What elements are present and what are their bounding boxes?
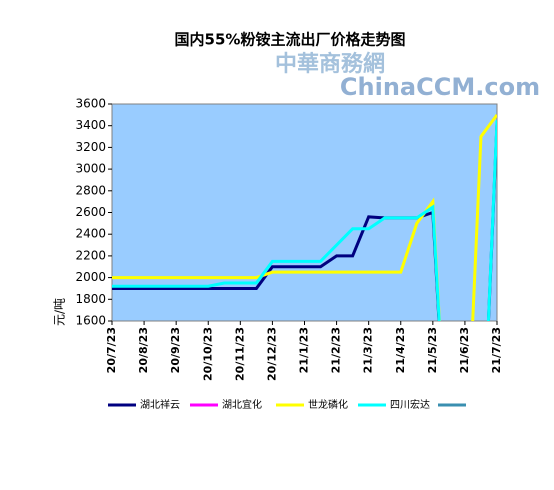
y-tick-label: 3000 — [75, 162, 106, 176]
x-tick-label: 21/2/23 — [330, 327, 343, 373]
legend-label: 湖北祥云 — [140, 398, 180, 411]
y-tick-label: 2600 — [75, 205, 106, 219]
x-tick-label: 21/1/23 — [298, 327, 311, 373]
y-tick-label: 3400 — [75, 118, 106, 132]
series-line — [112, 120, 497, 321]
y-axis-label: 元/吨 — [53, 298, 67, 326]
x-tick-label: 20/8/23 — [137, 327, 150, 373]
x-tick-label: 21/3/23 — [362, 327, 375, 373]
y-tick-label: 2800 — [75, 183, 106, 197]
x-tick-label: 20/11/23 — [233, 327, 246, 381]
series-line — [112, 113, 497, 321]
y-tick-label: 2200 — [75, 248, 106, 262]
y-tick-label: 3200 — [75, 140, 106, 154]
x-tick-label: 20/10/23 — [201, 327, 214, 381]
x-tick-label: 21/4/23 — [394, 327, 407, 373]
legend-label: 四川宏达 — [390, 398, 430, 411]
watermark: 中華商務網 — [275, 51, 385, 77]
legend-label: 湖北宜化 — [222, 398, 262, 411]
x-tick-label: 20/7/23 — [105, 327, 118, 373]
chart-title: 国内55%粉铵主流出厂价格走势图 — [175, 31, 406, 49]
y-tick-label: 3600 — [75, 97, 106, 111]
x-tick-label: 20/9/23 — [169, 327, 182, 373]
y-tick-label: 1600 — [75, 314, 106, 328]
series-group — [112, 113, 497, 321]
x-tick-label: 21/7/23 — [490, 327, 503, 373]
x-tick-label: 20/12/23 — [265, 327, 278, 381]
x-tick-label: 21/6/23 — [458, 327, 471, 373]
x-tick-label: 21/5/23 — [426, 327, 439, 373]
y-tick-label: 1800 — [75, 292, 106, 306]
legend-label: 世龙磷化 — [308, 398, 348, 411]
y-tick-label: 2400 — [75, 227, 106, 241]
watermark-url: ChinaCCM.com — [340, 73, 540, 101]
y-tick-label: 2000 — [75, 270, 106, 284]
